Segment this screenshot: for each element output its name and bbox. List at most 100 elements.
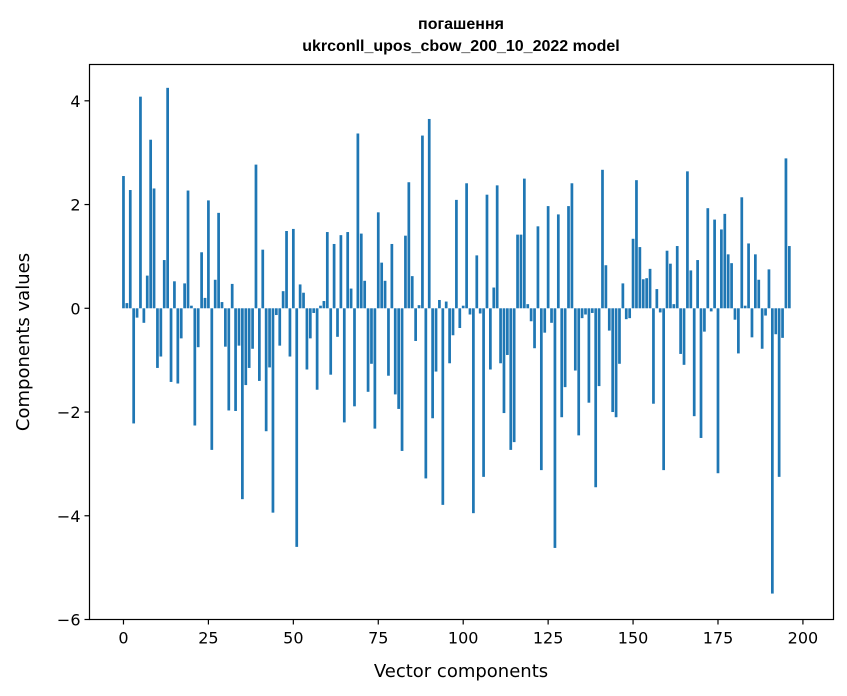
- bar-component-180: [733, 308, 737, 320]
- bar-component-193: [777, 308, 781, 477]
- chart-subtitle: ukrconll_upos_cbow_200_10_2022 model: [302, 38, 619, 55]
- bar-component-20: [190, 305, 193, 309]
- bar-component-79: [390, 243, 394, 309]
- bar-component-28: [217, 212, 220, 309]
- bar-component-19: [186, 190, 190, 309]
- bar-component-188: [760, 308, 764, 349]
- bar-component-138: [590, 308, 594, 313]
- bar-component-164: [679, 308, 682, 354]
- bar-component-59: [322, 301, 326, 309]
- bar-component-73: [370, 308, 373, 364]
- bar-component-141: [601, 169, 604, 309]
- bar-component-181: [737, 308, 740, 354]
- bar-component-41: [261, 249, 265, 309]
- bar-component-92: [434, 308, 438, 372]
- bar-component-82: [400, 308, 404, 451]
- bar-component-195: [784, 158, 788, 309]
- bar-component-99: [458, 308, 462, 328]
- bar-component-33: [234, 308, 237, 411]
- bar-component-97: [451, 308, 455, 336]
- bar-component-136: [584, 308, 587, 315]
- bar-component-7: [145, 275, 149, 309]
- bar-component-163: [675, 246, 679, 309]
- bar-component-46: [278, 308, 282, 346]
- bar-component-169: [696, 260, 699, 309]
- bar-component-95: [444, 301, 448, 309]
- bar-component-93: [438, 299, 441, 309]
- bar-component-16: [176, 308, 180, 384]
- bar-component-172: [706, 208, 710, 309]
- bar-component-40: [258, 308, 261, 381]
- x-tick-label: 75: [368, 629, 388, 648]
- bar-component-108: [489, 308, 492, 370]
- bar-component-34: [237, 308, 241, 346]
- bar-component-62: [332, 243, 336, 309]
- bar-component-44: [271, 308, 275, 513]
- bar-component-157: [655, 289, 659, 309]
- bar-component-107: [485, 194, 489, 309]
- bar-component-88: [421, 135, 424, 309]
- bar-component-124: [543, 308, 547, 333]
- x-tick-label: 0: [118, 629, 128, 648]
- bar-component-173: [709, 308, 713, 312]
- bar-component-102: [468, 308, 472, 315]
- x-tick-label: 100: [448, 629, 479, 648]
- bar-component-147: [621, 283, 625, 309]
- bar-component-167: [689, 270, 693, 309]
- bar-component-54: [305, 308, 309, 370]
- bar-component-1: [125, 303, 129, 309]
- bar-component-72: [366, 308, 370, 392]
- bar-component-66: [346, 232, 350, 309]
- y-tick-label: 4: [70, 92, 80, 111]
- bar-component-114: [509, 308, 513, 450]
- bar-component-179: [730, 263, 733, 309]
- plot-frame: [88, 63, 835, 621]
- bar-component-30: [224, 308, 227, 347]
- bar-component-134: [577, 308, 581, 436]
- bar-component-142: [604, 265, 608, 309]
- bar-component-23: [200, 252, 203, 309]
- bar-component-135: [580, 308, 584, 319]
- bar-component-115: [512, 308, 516, 443]
- x-tick-label: 25: [198, 629, 218, 648]
- bar-component-61: [329, 308, 333, 375]
- bar-component-186: [754, 254, 757, 309]
- bar-component-4: [135, 308, 139, 318]
- x-tick-label: 125: [533, 629, 564, 648]
- x-tick-label: 150: [618, 629, 649, 648]
- bar-component-158: [658, 308, 662, 313]
- bar-component-38: [251, 308, 254, 349]
- bar-component-22: [196, 308, 200, 348]
- bar-component-48: [285, 231, 288, 309]
- y-axis-ticks: −6 −4 −2 0 2 4: [57, 92, 90, 630]
- bar-component-122: [536, 226, 540, 309]
- bar-component-65: [342, 308, 346, 423]
- bar-component-75: [376, 212, 380, 309]
- bar-component-39: [254, 164, 258, 309]
- bar-component-68: [353, 308, 356, 407]
- bar-component-56: [312, 308, 316, 313]
- bar-component-184: [747, 243, 750, 309]
- bar-component-191: [770, 308, 774, 594]
- bar-component-161: [669, 263, 672, 309]
- bar-component-151: [635, 180, 638, 309]
- bar-component-26: [210, 308, 214, 450]
- bar-component-9: [152, 188, 156, 309]
- bar-component-21: [193, 308, 197, 426]
- x-tick-label: 200: [788, 629, 819, 648]
- bar-component-67: [349, 288, 353, 309]
- bar-component-162: [672, 304, 676, 309]
- bar-component-35: [241, 308, 244, 500]
- y-tick-label: 0: [70, 299, 80, 318]
- bar-component-13: [166, 87, 169, 309]
- bar-component-174: [713, 219, 716, 309]
- bar-component-148: [624, 308, 628, 320]
- bar-component-12: [162, 260, 166, 309]
- bar-component-94: [441, 308, 445, 505]
- bar-component-190: [767, 269, 771, 309]
- bar-component-131: [567, 206, 570, 309]
- bar-component-71: [363, 280, 367, 309]
- bar-component-189: [764, 308, 767, 316]
- bar-component-127: [553, 308, 557, 548]
